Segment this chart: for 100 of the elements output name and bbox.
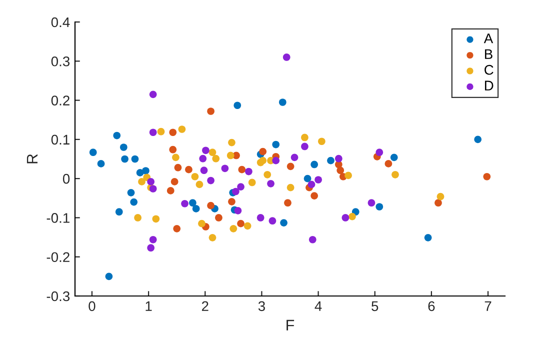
point: [278, 98, 286, 106]
point: [284, 199, 292, 207]
legend-label: A: [484, 34, 494, 44]
point: [267, 180, 274, 188]
point: [97, 160, 105, 168]
point: [120, 144, 128, 151]
y-tick-label: -0.1: [46, 213, 70, 223]
point: [142, 167, 150, 174]
point: [196, 180, 204, 188]
point: [392, 170, 399, 178]
point: [202, 146, 210, 154]
point: [228, 138, 236, 146]
point: [424, 234, 432, 242]
point: [301, 134, 308, 142]
point: [238, 166, 246, 174]
x-tick-label: 4: [314, 301, 322, 311]
point: [237, 220, 244, 228]
point: [390, 154, 398, 162]
point: [348, 212, 356, 220]
point: [245, 168, 252, 176]
point: [308, 180, 316, 188]
legend-label: B: [485, 49, 492, 59]
point: [376, 203, 384, 210]
point: [259, 156, 267, 164]
point: [228, 198, 236, 206]
point: [172, 154, 180, 162]
point: [212, 154, 220, 162]
y-tick-label: 0.1: [51, 134, 70, 145]
point: [199, 154, 207, 162]
point: [173, 225, 181, 232]
point: [221, 164, 229, 172]
point: [336, 166, 344, 174]
y-tick-label: -0.3: [46, 291, 70, 302]
point: [89, 148, 97, 156]
point: [191, 172, 199, 180]
point: [149, 236, 157, 244]
point: [169, 146, 177, 154]
point: [327, 156, 334, 164]
point: [234, 206, 242, 214]
legend-label: D: [485, 80, 494, 90]
point: [483, 172, 491, 180]
point: [226, 152, 234, 160]
point: [256, 214, 264, 222]
x-tick-label: 6: [428, 301, 435, 312]
x-tick-label: 0: [88, 301, 96, 312]
point: [169, 128, 177, 136]
point: [368, 199, 376, 207]
point: [134, 214, 142, 222]
point: [232, 188, 240, 196]
point: [286, 162, 294, 170]
point: [185, 166, 192, 174]
point: [189, 199, 196, 207]
point: [149, 185, 157, 192]
point: [384, 160, 392, 168]
point: [272, 156, 280, 164]
point: [170, 178, 178, 186]
point: [272, 140, 280, 148]
point: [192, 205, 200, 212]
y-tick-label: -0.2: [46, 252, 70, 262]
point: [127, 188, 135, 196]
point: [290, 154, 298, 162]
point: [259, 148, 267, 156]
point: [166, 187, 174, 194]
point: [181, 200, 188, 208]
point: [280, 219, 288, 226]
point: [157, 128, 165, 136]
point: [174, 164, 182, 172]
x-tick-label: 3: [258, 301, 265, 312]
point: [282, 54, 290, 61]
point: [200, 166, 208, 174]
point: [207, 108, 214, 115]
point: [208, 148, 216, 156]
point: [248, 178, 256, 186]
point: [474, 136, 482, 144]
point: [113, 132, 121, 140]
point: [342, 214, 350, 222]
point: [152, 215, 160, 223]
point: [130, 198, 138, 206]
y-tick-label: 0.2: [51, 96, 70, 106]
point: [237, 183, 244, 190]
point: [264, 170, 272, 178]
point: [244, 222, 252, 230]
x-tick-label: 5: [372, 301, 378, 312]
point: [147, 178, 154, 186]
y-axis-title: R: [26, 154, 38, 164]
point: [149, 90, 157, 98]
point: [436, 192, 444, 200]
x-tick-label: 7: [484, 301, 492, 311]
x-axis-title: F: [286, 320, 294, 330]
point: [318, 138, 326, 146]
point: [434, 199, 442, 207]
point: [207, 202, 214, 210]
point: [178, 126, 186, 133]
point: [208, 234, 216, 242]
x-tick-label: 2: [202, 301, 208, 311]
point: [268, 217, 276, 225]
point: [138, 178, 146, 186]
point: [230, 225, 238, 232]
point: [310, 192, 318, 200]
point: [301, 142, 308, 150]
